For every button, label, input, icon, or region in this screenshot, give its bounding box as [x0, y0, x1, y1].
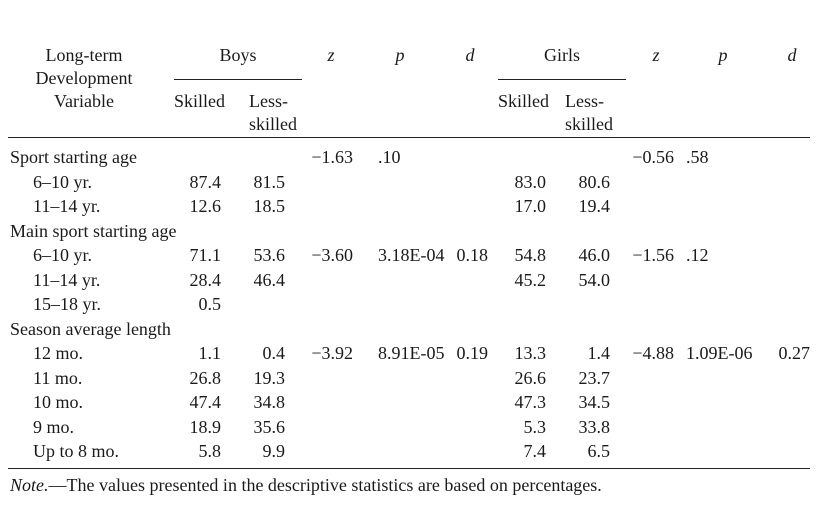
table-note: Note.—The values presented in the descri… [10, 476, 602, 494]
cell-girls-skilled: 54.8 [514, 245, 547, 265]
cell-girls-skilled: 26.6 [514, 367, 547, 388]
header-girls-skilled: Skilled [498, 91, 550, 111]
row-sublabel: 11–14 yr. [33, 269, 101, 290]
cell-boys-less-skilled: 19.3 [253, 367, 286, 388]
cell-boys-p: 3.18E-04 [378, 245, 445, 265]
cell-boys-less-skilled: 18.5 [253, 196, 286, 216]
cell-girls-skilled: 17.0 [514, 196, 547, 216]
header-boys-d: d [465, 45, 475, 65]
cell-boys-d: 0.18 [456, 245, 489, 265]
row-sublabel: Up to 8 mo. [33, 441, 120, 461]
header-girls-z: z [652, 45, 660, 65]
cell-boys-skilled: 47.4 [189, 392, 222, 412]
row-group-label: Sport starting age [10, 147, 137, 167]
cell-boys-less-skilled: 34.8 [253, 392, 286, 412]
note-prefix: Note. [10, 475, 49, 495]
header-rule [8, 137, 810, 138]
cell-girls-p: .58 [686, 147, 709, 167]
header-boys-less-line2: skilled [249, 114, 297, 134]
row-sublabel: 6–10 yr. [33, 245, 93, 265]
cell-boys-skilled: 1.1 [198, 343, 222, 363]
cell-girls-p: 1.09E-06 [686, 343, 753, 363]
cell-girls-less-skilled: 54.0 [578, 269, 611, 290]
cell-girls-skilled: 83.0 [514, 171, 547, 192]
cell-boys-skilled: 71.1 [189, 245, 222, 265]
row-sublabel: 11 mo. [33, 367, 83, 388]
cell-girls-less-skilled: 23.7 [578, 367, 611, 388]
cell-boys-skilled: 12.6 [189, 196, 222, 216]
header-boys-p: p [395, 45, 405, 65]
header-girls-less-line1: Less- [565, 91, 604, 111]
cell-girls-less-skilled: 1.4 [587, 343, 611, 363]
cell-boys-p: 8.91E-05 [378, 343, 445, 363]
cell-girls-skilled: 45.2 [514, 269, 547, 290]
header-boys-z: z [327, 45, 335, 65]
header-variable-line1: Long-term [45, 45, 123, 65]
cell-boys-less-skilled: 46.4 [253, 269, 286, 290]
cell-boys-skilled: 26.8 [189, 367, 222, 388]
cell-boys-skilled: 28.4 [189, 269, 222, 290]
header-boys: Boys [219, 45, 257, 65]
cell-boys-skilled: 5.8 [198, 441, 222, 461]
header-variable-line3: Variable [54, 91, 114, 111]
header-girls-d: d [787, 45, 797, 65]
cell-boys-less-skilled: 53.6 [253, 245, 286, 265]
cell-boys-z: −3.92 [311, 343, 353, 363]
header-variable-line2: Development [35, 68, 133, 88]
cell-girls-less-skilled: 46.0 [578, 245, 611, 265]
cell-boys-p: .10 [378, 147, 401, 167]
row-group-label: Season average length [10, 318, 171, 339]
cell-girls-less-skilled: 19.4 [578, 196, 611, 216]
header-girls: Girls [544, 45, 580, 65]
cell-boys-d: 0.19 [456, 343, 489, 363]
cell-girls-z: −1.56 [632, 245, 674, 265]
row-sublabel: 12 mo. [33, 343, 84, 363]
cell-boys-skilled: 0.5 [198, 294, 222, 314]
cell-girls-skilled: 7.4 [523, 441, 547, 461]
cell-girls-p: .12 [686, 245, 709, 265]
cell-girls-less-skilled: 34.5 [578, 392, 611, 412]
row-sublabel: 10 mo. [33, 392, 84, 412]
cell-girls-skilled: 47.3 [514, 392, 547, 412]
cell-boys-less-skilled: 9.9 [262, 441, 286, 461]
cell-boys-z: −1.63 [311, 147, 353, 167]
row-group-label: Main sport starting age [10, 220, 177, 241]
cell-boys-less-skilled: 0.4 [262, 343, 286, 363]
cell-girls-d: 0.27 [778, 343, 811, 363]
cell-girls-skilled: 5.3 [523, 416, 547, 437]
header-girls-p: p [718, 45, 728, 65]
cell-girls-less-skilled: 33.8 [578, 416, 611, 437]
cell-boys-skilled: 87.4 [189, 171, 222, 192]
cell-girls-less-skilled: 6.5 [587, 441, 611, 461]
note-text: —The values presented in the descriptive… [48, 475, 602, 495]
cell-girls-skilled: 13.3 [514, 343, 547, 363]
header-boys-less-line1: Less- [249, 91, 288, 111]
bottom-rule [8, 468, 810, 469]
row-sublabel: 11–14 yr. [33, 196, 101, 216]
cell-boys-less-skilled: 81.5 [253, 171, 286, 192]
header-girls-less-line2: skilled [565, 114, 613, 134]
cell-girls-less-skilled: 80.6 [578, 171, 611, 192]
cell-boys-less-skilled: 35.6 [253, 416, 286, 437]
boys-underline [174, 79, 302, 80]
cell-girls-z: −0.56 [632, 147, 674, 167]
header-boys-skilled: Skilled [174, 91, 226, 111]
cell-girls-z: −4.88 [632, 343, 674, 363]
cell-boys-z: −3.60 [311, 245, 353, 265]
row-sublabel: 9 mo. [33, 416, 75, 437]
cell-boys-skilled: 18.9 [189, 416, 222, 437]
girls-underline [498, 79, 626, 80]
row-sublabel: 6–10 yr. [33, 171, 93, 192]
row-sublabel: 15–18 yr. [33, 294, 102, 314]
